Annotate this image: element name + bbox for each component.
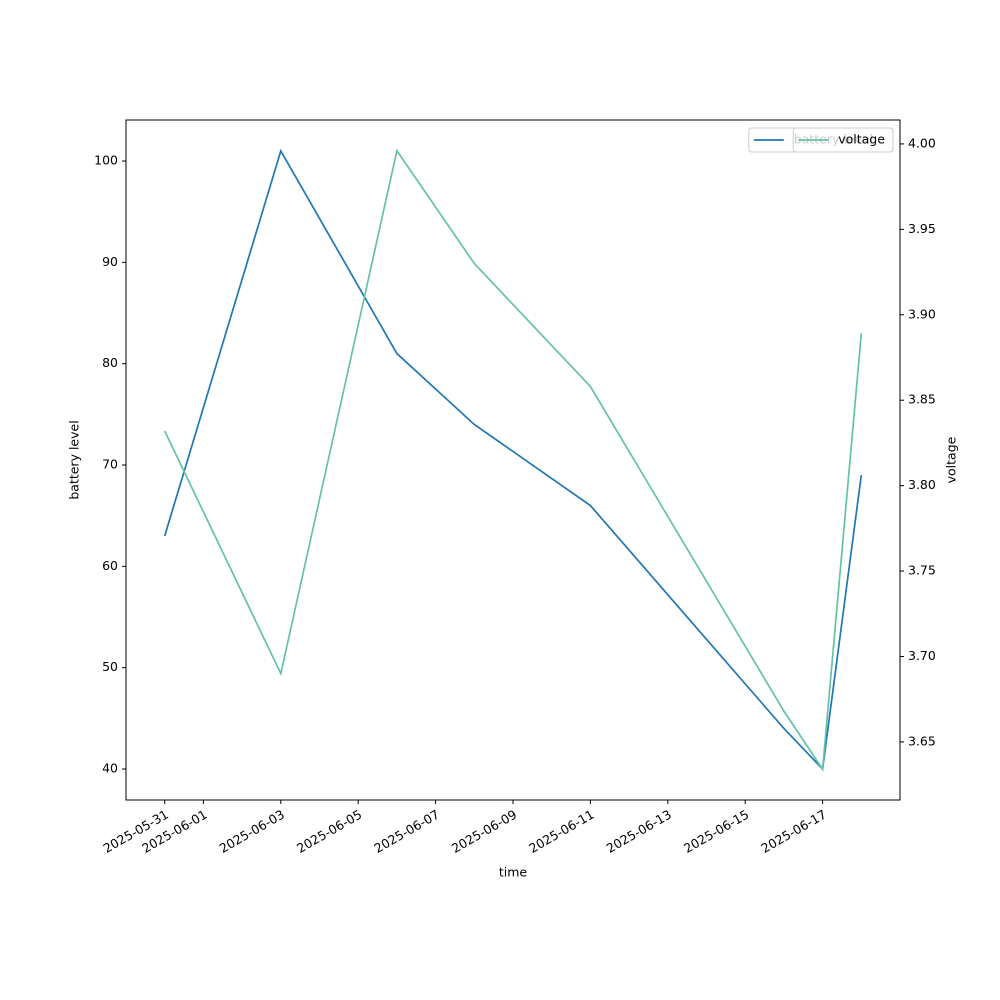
- x-tick-label: 2025-06-07: [371, 807, 441, 856]
- y-tick-label: 50: [102, 659, 118, 674]
- x-axis-label: time: [499, 865, 528, 880]
- legend-label: voltage: [838, 132, 885, 147]
- x-tick-label: 2025-06-13: [604, 807, 674, 856]
- y2-tick-label: 3.90: [908, 306, 936, 321]
- x-tick-label: 2025-06-17: [758, 807, 828, 856]
- series-line: [163, 148, 863, 772]
- y2-tick-label: 3.75: [908, 563, 936, 578]
- y-tick-label: 100: [94, 153, 118, 168]
- y-tick-label: 70: [102, 457, 118, 472]
- x-tick-label: 2025-06-11: [526, 807, 596, 856]
- y-tick-label: 60: [102, 558, 118, 573]
- y2-tick-label: 4.00: [908, 135, 936, 150]
- y2-tick-label: 3.80: [908, 477, 936, 492]
- x-tick-label: 2025-06-05: [294, 807, 364, 856]
- x-tick-label: 2025-06-15: [681, 807, 751, 856]
- y2-tick-label: 3.70: [908, 648, 936, 663]
- x-tick-label: 2025-06-03: [217, 807, 287, 856]
- y2-tick-label: 3.65: [908, 733, 936, 748]
- series-line: [163, 148, 863, 771]
- y2-tick-label: 3.85: [908, 392, 936, 407]
- y-axis-label: battery level: [67, 420, 82, 499]
- y-tick-label: 90: [102, 254, 118, 269]
- plot-frame: [125, 119, 901, 801]
- y2-axis-label: voltage: [944, 436, 959, 483]
- y-tick-label: 80: [102, 355, 118, 370]
- legend-box: [792, 127, 894, 153]
- y-tick-label: 40: [102, 760, 118, 775]
- x-tick-label: 2025-06-09: [449, 807, 519, 856]
- y2-tick-label: 3.95: [908, 221, 936, 236]
